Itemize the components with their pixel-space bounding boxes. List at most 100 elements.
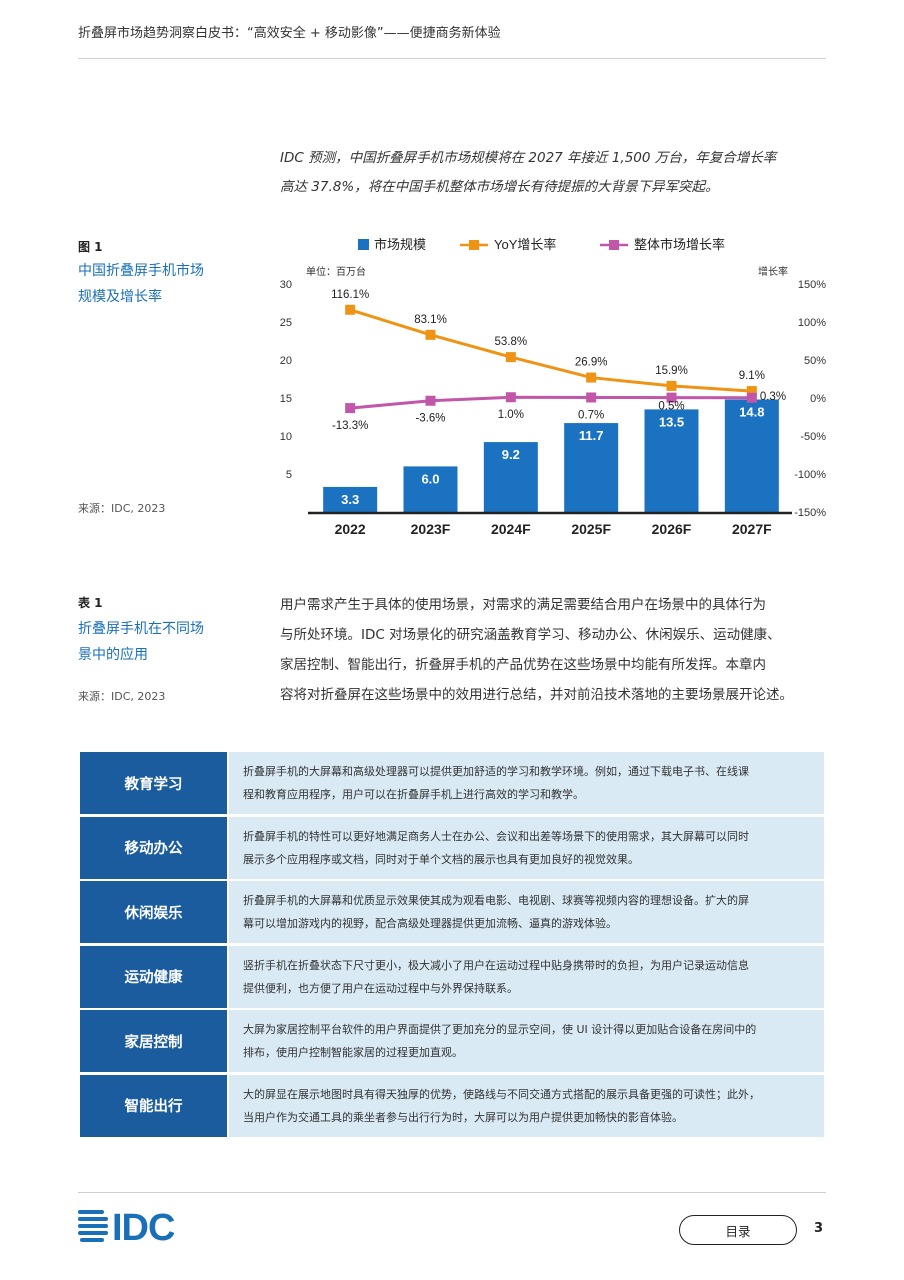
overall-marker <box>666 392 677 403</box>
bar <box>483 442 538 512</box>
left-tick-label: 25 <box>280 317 292 329</box>
category-label: 2023F <box>411 521 451 537</box>
yoy-marker <box>345 304 356 315</box>
category-label: 2024F <box>491 521 531 537</box>
description-line: 折叠屏手机的特性可以更好地满足商务人士在办公、会议和出差等场景下的使用需求，其大… <box>243 829 749 843</box>
description-line: 竖折手机在折叠状态下尺寸更小，极大减小了用户在运动过程中贴身携带时的负担，为用户… <box>243 958 749 972</box>
description-line: 大的屏显在展示地图时具有得天独厚的优势，使路线与不同交通方式搭配的展示具备更强的… <box>243 1087 760 1101</box>
yoy-value-label: 53.8% <box>495 336 528 348</box>
description-line: 排布，使用户控制智能家居的过程更加直观。 <box>243 1046 463 1060</box>
left-tick-label: 15 <box>280 393 292 405</box>
figure-source: 来源：IDC, 2023 <box>78 502 166 515</box>
overall-value-label: 0.5% <box>658 401 684 413</box>
category-label: 2026F <box>652 521 692 537</box>
legend-marker <box>469 240 479 250</box>
logo-text: IDC <box>112 1207 175 1243</box>
yoy-marker <box>666 380 677 391</box>
yoy-value-label: 116.1% <box>331 289 369 301</box>
overall-marker <box>345 403 356 414</box>
right-tick-label: -150% <box>794 507 826 519</box>
page-number: 3 <box>814 1221 824 1236</box>
header-title: 折叠屏市场趋势洞察白皮书：“高效安全 + 移动影像”——便捷商务新体验 <box>78 26 501 41</box>
intro-quote: IDC 预测，中国折叠屏手机市场规模将在 2027 年接近 1,500 万台，年… <box>280 144 840 202</box>
left-tick-label: 10 <box>280 431 292 443</box>
table-row: 休闲娱乐 折叠屏手机的大屏幕和优质显示效果使其成为观看电影、电视剧、球赛等视频内… <box>80 881 824 944</box>
overall-marker <box>505 392 516 403</box>
overall-marker <box>425 395 436 406</box>
left-tick-label: 5 <box>286 469 292 481</box>
scenario-description: 竖折手机在折叠状态下尺寸更小，极大减小了用户在运动过程中贴身携带时的负担，为用户… <box>229 945 824 1008</box>
overall-value-label: -3.6% <box>415 413 445 425</box>
scenario-label: 移动办公 <box>80 816 227 879</box>
scenario-description: 折叠屏手机的大屏幕和优质显示效果使其成为观看电影、电视剧、球赛等视频内容的理想设… <box>229 881 824 944</box>
bar-value-label: 9.2 <box>502 447 520 462</box>
legend-swatch <box>358 239 369 250</box>
category-label: 2027F <box>732 521 772 537</box>
table-row: 教育学习 折叠屏手机的大屏幕和高级处理器可以提供更加舒适的学习和教学环境。例如，… <box>80 752 824 814</box>
figure-label: 图 1 <box>78 240 103 254</box>
yoy-marker <box>746 386 757 397</box>
yoy-marker <box>425 329 436 340</box>
scenario-description: 大的屏显在展示地图时具有得天独厚的优势，使路线与不同交通方式搭配的展示具备更强的… <box>229 1074 824 1137</box>
table-row: 家居控制 大屏为家居控制平台软件的用户界面提供了更加充分的显示空间，使 UI 设… <box>80 1010 824 1073</box>
table-source: 来源：IDC, 2023 <box>78 690 166 703</box>
legend-marker <box>609 240 619 250</box>
yoy-value-label: 9.1% <box>739 370 765 382</box>
bar-value-label: 6.0 <box>421 471 439 486</box>
paragraph-line: 与所处环境。IDC 对场景化的研究涵盖教育学习、移动办公、休闲娱乐、运动健康、 <box>280 627 781 643</box>
yoy-marker <box>505 352 516 363</box>
scenario-table: 教育学习 折叠屏手机的大屏幕和高级处理器可以提供更加舒适的学习和教学环境。例如，… <box>80 752 824 1140</box>
overall-value-label: 0.7% <box>578 409 604 421</box>
description-line: 展示多个应用程序或文档，同时对于单个文档的展示也具有更加良好的视觉效果。 <box>243 852 639 866</box>
intro-line: IDC 预测，中国折叠屏手机市场规模将在 2027 年接近 1,500 万台，年… <box>280 150 777 166</box>
bar-value-label: 3.3 <box>341 492 359 507</box>
description-line: 折叠屏手机的大屏幕和优质显示效果使其成为观看电影、电视剧、球赛等视频内容的理想设… <box>243 894 749 908</box>
table-title-line: 折叠屏手机在不同场 <box>78 621 204 637</box>
globe-icon <box>78 1210 108 1242</box>
overall-value-label: 1.0% <box>498 409 524 421</box>
overall-marker <box>746 392 757 403</box>
bar <box>403 466 458 512</box>
legend-label: 整体市场增长率 <box>634 237 725 252</box>
paragraph-line: 家居控制、智能出行，折叠屏手机的产品优势在这些场景中均能有所发挥。本章内 <box>280 657 766 673</box>
table-row: 运动健康 竖折手机在折叠状态下尺寸更小，极大减小了用户在运动过程中贴身携带时的负… <box>80 945 824 1008</box>
scenario-description: 折叠屏手机的大屏幕和高级处理器可以提供更加舒适的学习和教学环境。例如，通过下载电… <box>229 752 824 814</box>
scenario-label: 休闲娱乐 <box>80 881 227 944</box>
right-tick-label: -50% <box>800 431 826 443</box>
bar-value-label: 13.5 <box>659 414 684 429</box>
scenario-label: 教育学习 <box>80 752 227 814</box>
idc-logo: IDC <box>78 1207 176 1243</box>
bar-value-label: 11.7 <box>579 428 604 443</box>
overall-value-label: -13.3% <box>332 420 368 432</box>
description-line: 当用户作为交通工具的乘坐者参与出行行为时，大屏可以为用户提供更加畅快的影音体验。 <box>243 1110 683 1124</box>
overall-value-label: 0.3% <box>760 391 786 403</box>
scenario-label: 运动健康 <box>80 945 227 1008</box>
table-row: 移动办公 折叠屏手机的特性可以更好地满足商务人士在办公、会议和出差等场景下的使用… <box>80 816 824 879</box>
figure-title: 中国折叠屏手机市场 规模及增长率 <box>78 258 248 310</box>
legend-label: 市场规模 <box>374 237 426 252</box>
overall-marker <box>586 392 597 403</box>
footer-divider <box>78 1192 826 1193</box>
scenario-description: 大屏为家居控制平台软件的用户界面提供了更加充分的显示空间，使 UI 设计得以更加… <box>229 1010 824 1073</box>
description-line: 程和教育应用程序，用户可以在折叠屏手机上进行高效的学习和教学。 <box>243 788 584 801</box>
toc-button[interactable]: 目录 <box>679 1215 797 1245</box>
left-tick-label: 20 <box>280 355 292 367</box>
scenario-description: 折叠屏手机的特性可以更好地满足商务人士在办公、会议和出差等场景下的使用需求，其大… <box>229 816 824 879</box>
right-tick-label: -100% <box>794 469 826 481</box>
bar <box>564 423 619 512</box>
bar-value-label: 14.8 <box>739 405 764 420</box>
right-tick-label: 0% <box>810 393 826 405</box>
yoy-value-label: 83.1% <box>414 314 447 326</box>
paragraph-line: 用户需求产生于具体的使用场景，对需求的满足需要结合用户在场景中的具体行为 <box>280 597 766 613</box>
yoy-marker <box>586 372 597 383</box>
right-tick-label: 100% <box>798 317 826 329</box>
body-paragraph: 用户需求产生于具体的使用场景，对需求的满足需要结合用户在场景中的具体行为 与所处… <box>280 590 835 710</box>
header-divider <box>78 58 826 59</box>
legend-label: YoY增长率 <box>494 237 556 252</box>
yoy-value-label: 15.9% <box>655 365 688 377</box>
description-line: 折叠屏手机的大屏幕和高级处理器可以提供更加舒适的学习和教学环境。例如，通过下载电… <box>243 765 749 778</box>
figure-title-line: 规模及增长率 <box>78 289 162 305</box>
left-tick-label: 30 <box>280 279 292 291</box>
table-row: 智能出行 大的屏显在展示地图时具有得天独厚的优势，使路线与不同交通方式搭配的展示… <box>80 1074 824 1137</box>
